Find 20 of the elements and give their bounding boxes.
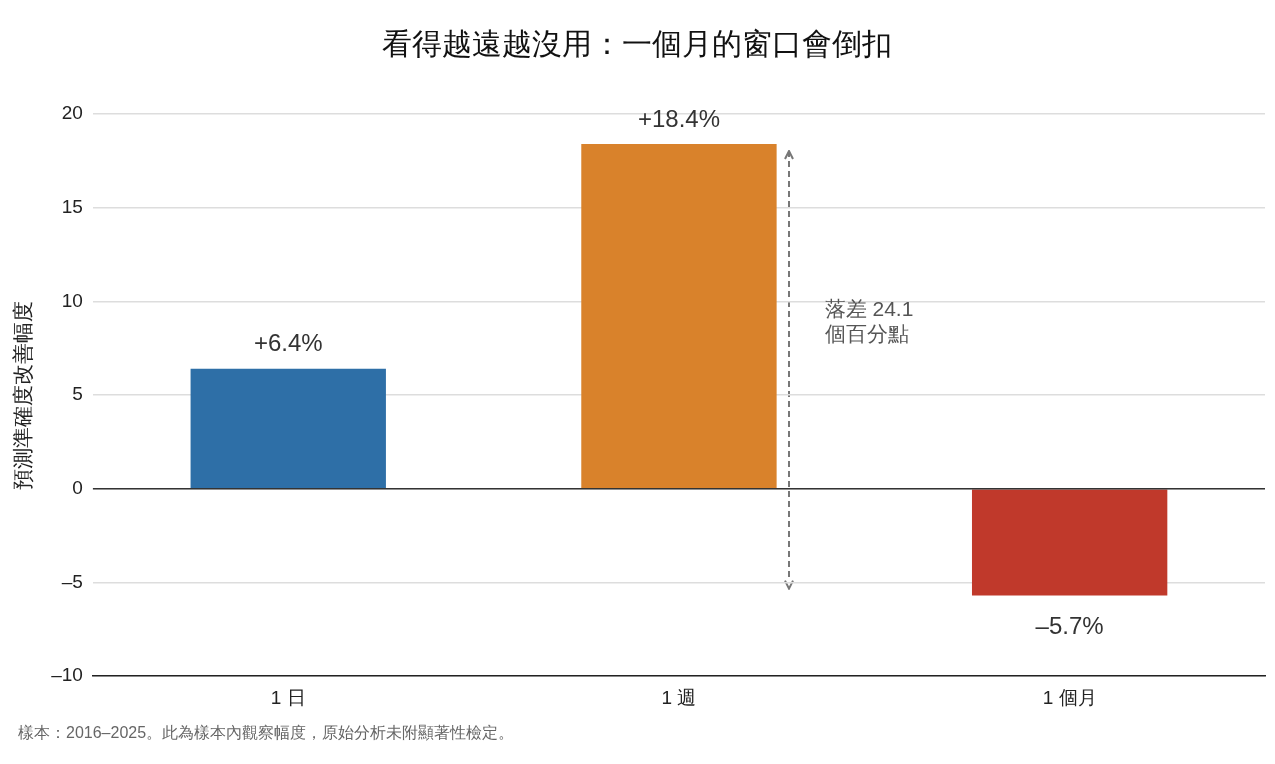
y-tick-label: 20 (61, 102, 83, 124)
data-label: –5.7% (1035, 612, 1104, 640)
bar (581, 143, 777, 489)
chart-title: 看得越遠越沒用：一個月的窗口會倒扣 (381, 27, 892, 61)
y-tick-label: –5 (61, 570, 83, 592)
x-tick-label: 1 日 (270, 686, 306, 708)
y-tick-label: 15 (61, 195, 83, 217)
y-tick-label: –10 (51, 664, 83, 686)
y-axis-title: 預測準確度改善幅度 (11, 300, 35, 490)
x-tick-label: 1 週 (661, 686, 697, 708)
y-tick-label: 5 (72, 383, 83, 405)
y-tick-label: 0 (72, 477, 83, 499)
bar (190, 368, 386, 489)
data-label: +18.4% (637, 104, 720, 132)
x-tick-label: 1 個月 (1042, 686, 1097, 708)
bar (971, 489, 1168, 596)
annotation: 落差 24.1 個百分點 (824, 296, 914, 345)
text: 樣本：2016–2025。此為樣本內觀察幅度，原始分析未附顯著性檢定。 (18, 723, 516, 743)
y-tick-label: 10 (61, 289, 83, 311)
data-label: +6.4% (253, 329, 323, 357)
